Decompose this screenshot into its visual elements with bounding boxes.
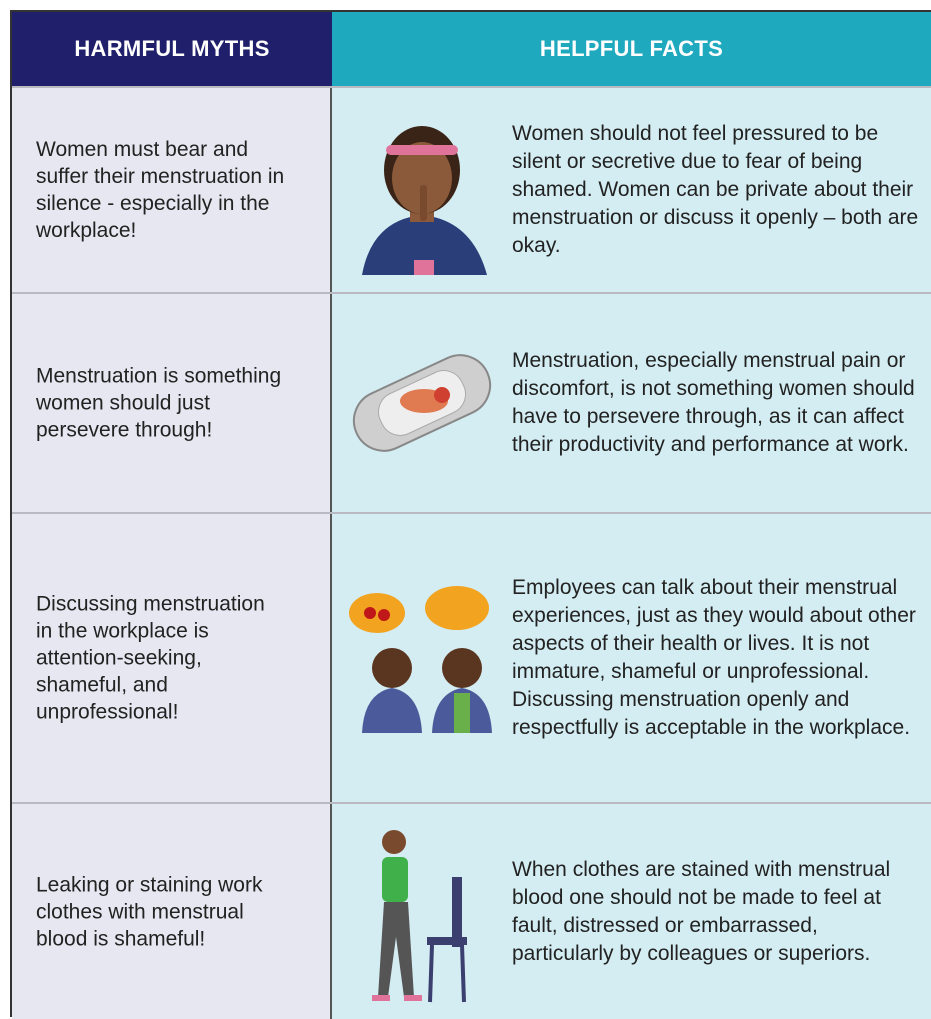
row: Discussing menstruation in the workplace… bbox=[12, 512, 931, 802]
myth-text: Women must bear and suffer their menstru… bbox=[36, 138, 285, 242]
illustration-silence bbox=[362, 126, 487, 275]
illustration-pad bbox=[352, 354, 492, 452]
myth-text: Discussing menstruation in the workplace… bbox=[36, 592, 265, 724]
myth-text: Leaking or staining work clothes with me… bbox=[36, 873, 263, 950]
fact-cell: When clothes are stained with menstrual … bbox=[332, 804, 931, 1019]
myth-cell: Leaking or staining work clothes with me… bbox=[12, 804, 332, 1019]
fact-text: Women should not feel pressured to be si… bbox=[512, 122, 919, 257]
fact-text: When clothes are stained with menstrual … bbox=[512, 857, 891, 965]
fact-text: Menstruation, especially menstrual pain … bbox=[512, 349, 915, 456]
header-left: HARMFUL MYTHS bbox=[12, 12, 332, 86]
fact-cell: Women should not feel pressured to be si… bbox=[332, 88, 931, 292]
header-right: HELPFUL FACTS bbox=[332, 12, 931, 86]
row: Leaking or staining work clothes with me… bbox=[12, 802, 931, 1019]
myth-cell: Women must bear and suffer their menstru… bbox=[12, 88, 332, 292]
myth-cell: Discussing menstruation in the workplace… bbox=[12, 514, 332, 802]
fact-text: Employees can talk about their menstrual… bbox=[512, 576, 916, 739]
fact-cell: Employees can talk about their menstrual… bbox=[332, 514, 931, 802]
row: Women must bear and suffer their menstru… bbox=[12, 86, 931, 292]
myth-cell: Menstruation is something women should j… bbox=[12, 294, 332, 512]
illustration-stain bbox=[372, 829, 467, 1002]
illustration-conversation bbox=[349, 586, 492, 733]
myths-facts-table: HARMFUL MYTHS HELPFUL FACTS Women must b… bbox=[10, 10, 931, 1019]
myth-text: Menstruation is something women should j… bbox=[36, 364, 282, 442]
fact-cell: Menstruation, especially menstrual pain … bbox=[332, 294, 931, 512]
row: Menstruation is something women should j… bbox=[12, 292, 931, 512]
